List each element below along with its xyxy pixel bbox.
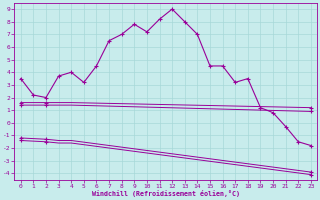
X-axis label: Windchill (Refroidissement éolien,°C): Windchill (Refroidissement éolien,°C) xyxy=(92,190,240,197)
